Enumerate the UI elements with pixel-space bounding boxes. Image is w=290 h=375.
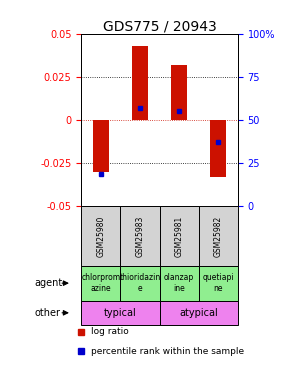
Bar (160, 206, 199, 266)
Bar (93, 120, 108, 172)
Text: GSM25981: GSM25981 (175, 215, 184, 256)
Bar (120, 206, 160, 266)
Text: quetiapi
ne: quetiapi ne (202, 273, 234, 293)
Text: typical: typical (104, 308, 137, 318)
Text: chlorprom
azine: chlorprom azine (81, 273, 120, 293)
Bar (171, 65, 187, 120)
Bar (210, 120, 226, 177)
Bar (160, 301, 238, 325)
Text: other: other (34, 308, 60, 318)
Bar (120, 266, 160, 301)
Text: percentile rank within the sample: percentile rank within the sample (90, 347, 244, 356)
Bar (81, 206, 120, 266)
Text: thioridazin
e: thioridazin e (119, 273, 161, 293)
Text: GSM25983: GSM25983 (135, 215, 144, 256)
Bar (160, 266, 199, 301)
Bar (199, 206, 238, 266)
Text: olanzap
ine: olanzap ine (164, 273, 194, 293)
Text: GSM25980: GSM25980 (96, 215, 105, 256)
Bar (81, 301, 160, 325)
Text: agent: agent (34, 278, 62, 288)
Title: GDS775 / 20943: GDS775 / 20943 (103, 20, 216, 34)
Bar (132, 46, 148, 120)
Bar (81, 266, 120, 301)
Text: log ratio: log ratio (90, 327, 128, 336)
Text: atypical: atypical (179, 308, 218, 318)
Bar (199, 266, 238, 301)
Text: GSM25982: GSM25982 (214, 215, 223, 256)
